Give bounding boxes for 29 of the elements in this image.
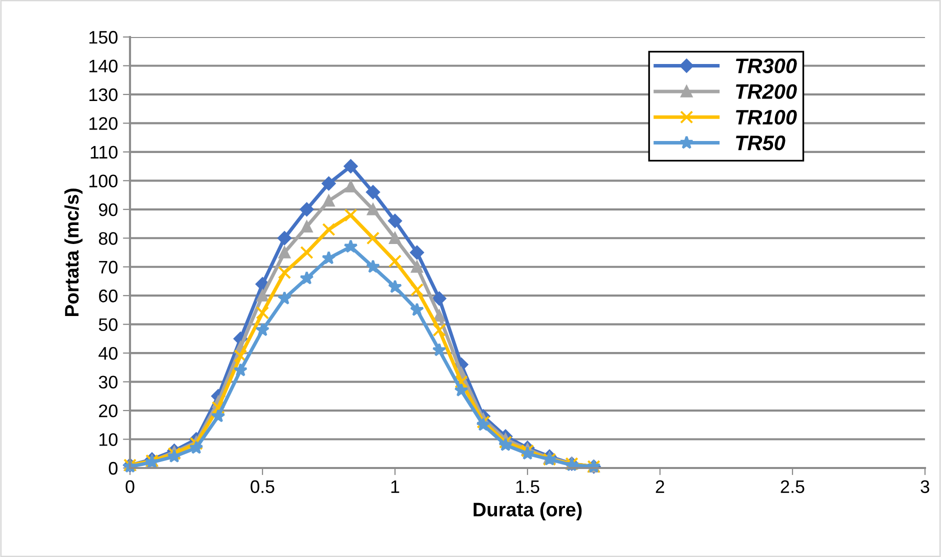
y-tick-label: 0 <box>108 462 118 475</box>
x-tick-label: 1.5 <box>516 480 540 494</box>
y-tick-label: 120 <box>89 117 118 130</box>
y-tick-label: 50 <box>98 318 118 332</box>
x-axis-title: Durata (ore) <box>474 502 582 520</box>
legend-label: TR300 <box>736 58 797 74</box>
y-tick-label: 150 <box>89 30 118 44</box>
y-tick-label: 30 <box>98 376 118 389</box>
y-tick-label: 60 <box>99 290 118 302</box>
x-tick-label: 0 <box>126 480 134 494</box>
y-axis-title: Portata (mc/s) <box>64 188 83 316</box>
y-tick-label: 80 <box>98 232 118 245</box>
x-tick-label: 1 <box>391 480 400 493</box>
y-tick-label: 90 <box>98 203 118 216</box>
x-tick-label: 0.5 <box>250 480 274 494</box>
x-tick-label: 2.5 <box>780 480 804 494</box>
y-tick-label: 10 <box>99 433 118 446</box>
y-tick-label: 40 <box>98 347 118 360</box>
x-tick-label: 3 <box>920 480 930 494</box>
y-tick-label: 140 <box>89 60 118 72</box>
legend-label: TR100 <box>736 110 797 125</box>
legend-label: TR200 <box>736 84 797 99</box>
legend-label: TR50 <box>736 136 786 150</box>
y-tick-label: 70 <box>99 260 118 274</box>
y-tick-label: 130 <box>89 88 118 102</box>
y-tick-label: 100 <box>89 174 118 188</box>
y-tick-label: 20 <box>99 404 118 418</box>
y-tick-label: 110 <box>90 146 118 159</box>
x-tick-label: 2 <box>656 480 664 493</box>
